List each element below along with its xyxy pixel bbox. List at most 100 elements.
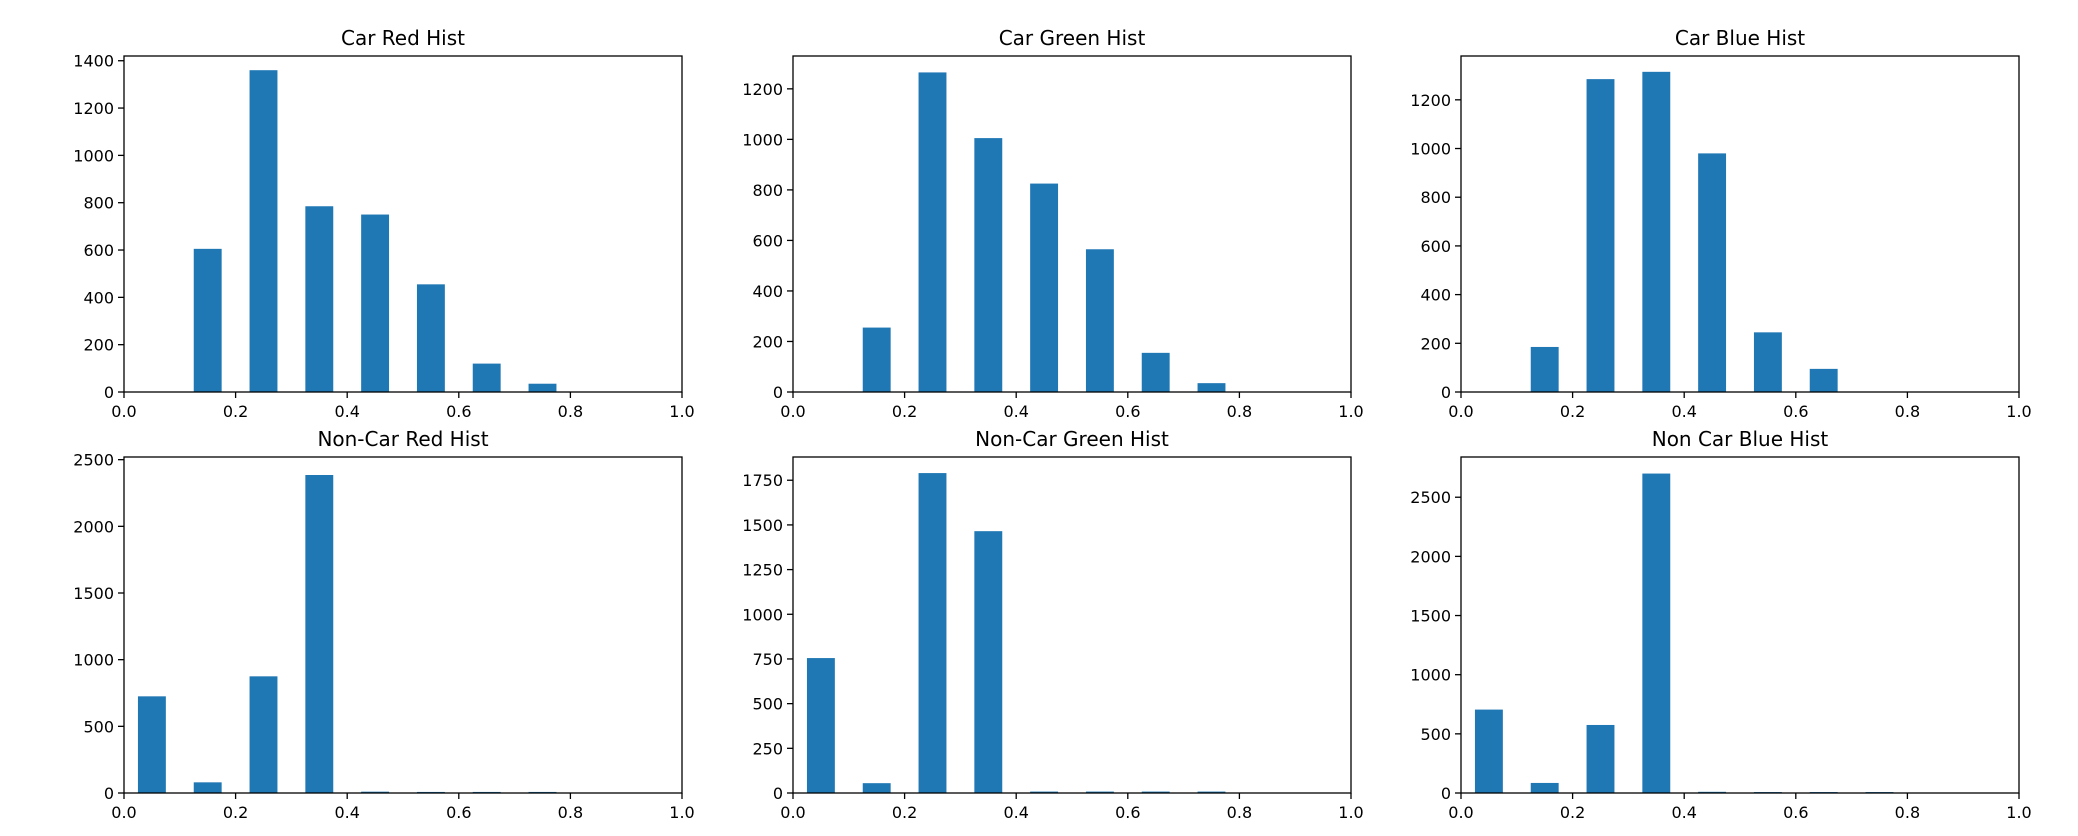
- x-tick-label: 0.2: [892, 402, 917, 421]
- subplot-1: 0.0 0.2 0.4 0.6 0.8 1.0 0 200 400 600 800 1000 1200 1…: [73, 26, 694, 421]
- histogram-bar: [1642, 473, 1671, 793]
- histogram-bar: [862, 783, 891, 793]
- histogram-bar: [1753, 332, 1782, 392]
- axes-frame: [123, 456, 683, 794]
- y-tick-label: 0: [773, 383, 783, 402]
- histogram-bar: [862, 327, 891, 392]
- histogram-bar: [1809, 368, 1838, 392]
- x-tick-label: 0.6: [446, 402, 471, 421]
- y-tick-label: 800: [83, 194, 114, 213]
- x-tick-label: 0.2: [1560, 803, 1585, 822]
- y-tick-label: 250: [752, 739, 783, 758]
- subplot-title: Non-Car Red Hist: [317, 427, 488, 451]
- y-tick-label: 800: [752, 181, 783, 200]
- histogram-bar: [974, 138, 1003, 392]
- y-tick-label: 1000: [742, 605, 783, 624]
- y-tick-label: 500: [83, 717, 114, 736]
- y-tick-label: 600: [752, 231, 783, 250]
- x-tick-label: 0.4: [1671, 803, 1696, 822]
- x-tick-label: 0.2: [223, 402, 248, 421]
- y-tick-label: 2500: [73, 451, 114, 470]
- subplot-title: Non-Car Green Hist: [975, 427, 1169, 451]
- x-tick-label: 1.0: [2006, 803, 2031, 822]
- subplot-title: Car Red Hist: [341, 26, 465, 50]
- histogram-bar: [416, 284, 445, 392]
- x-tick-label: 1.0: [669, 402, 694, 421]
- x-tick-label: 0.8: [558, 402, 583, 421]
- x-tick-label: 1.0: [1338, 803, 1363, 822]
- x-tick-label: 0.6: [1115, 803, 1140, 822]
- y-tick-label: 800: [1420, 188, 1451, 207]
- x-tick-label: 0.2: [223, 803, 248, 822]
- histogram-bar: [1197, 791, 1226, 793]
- x-tick-label: 0.8: [1895, 402, 1920, 421]
- x-tick-label: 0.0: [1448, 402, 1473, 421]
- x-tick-label: 0.6: [1783, 402, 1808, 421]
- y-tick-label: 500: [1420, 725, 1451, 744]
- y-tick-label: 400: [1420, 286, 1451, 305]
- histogram-bar: [305, 206, 334, 392]
- y-tick-label: 600: [1420, 237, 1451, 256]
- histogram-bar: [1030, 791, 1059, 793]
- x-tick-label: 0.0: [111, 803, 136, 822]
- y-tick-label: 1200: [73, 99, 114, 118]
- histogram-bar: [193, 248, 222, 392]
- histogram-bar: [1530, 782, 1559, 793]
- y-tick-label: 1500: [73, 584, 114, 603]
- subplot-3: 0.0 0.2 0.4 0.6 0.8 1.0 0 200 400 600 800 1000 1200 C…: [1410, 26, 2031, 421]
- subplot-6: 0.0 0.2 0.4 0.6 0.8 1.0 0 500 1000 1500 2000 2500 No…: [1410, 427, 2031, 822]
- histogram-bar: [1030, 183, 1059, 392]
- x-tick-label: 0.0: [780, 402, 805, 421]
- y-tick-label: 1000: [1410, 666, 1451, 685]
- axes-frame: [123, 55, 683, 393]
- y-tick-label: 600: [83, 241, 114, 260]
- histogram-bar: [361, 791, 390, 793]
- x-tick-label: 1.0: [1338, 402, 1363, 421]
- x-tick-label: 0.4: [1671, 402, 1696, 421]
- x-tick-label: 0.6: [446, 803, 471, 822]
- histogram-bar: [472, 363, 501, 392]
- y-tick-label: 1000: [742, 130, 783, 149]
- x-tick-label: 0.8: [1227, 402, 1252, 421]
- histogram-bar: [1530, 346, 1559, 392]
- x-tick-label: 0.2: [1560, 402, 1585, 421]
- histogram-bar: [1698, 153, 1727, 392]
- histogram-bar: [1085, 791, 1114, 793]
- x-tick-label: 0.4: [1003, 803, 1028, 822]
- x-tick-label: 1.0: [669, 803, 694, 822]
- histogram-bar: [918, 72, 947, 392]
- subplot-title: Car Blue Hist: [1675, 26, 1805, 50]
- axes-frame: [792, 456, 1352, 794]
- histogram-bar: [974, 531, 1003, 793]
- histogram-bar: [1586, 79, 1615, 392]
- x-tick-label: 0.6: [1115, 402, 1140, 421]
- y-tick-label: 200: [83, 336, 114, 355]
- y-tick-label: 0: [104, 383, 114, 402]
- y-tick-label: 1000: [73, 651, 114, 670]
- y-tick-label: 2000: [73, 517, 114, 536]
- histogram-bar: [249, 676, 278, 793]
- axes-frame: [1460, 456, 2020, 794]
- y-tick-label: 400: [752, 282, 783, 301]
- histogram-bar: [137, 696, 166, 793]
- histogram-bar: [361, 214, 390, 392]
- subplot-5: 0.0 0.2 0.4 0.6 0.8 1.0 0 250 500 750 1000 1250 1500…: [742, 427, 1363, 822]
- y-tick-label: 1200: [742, 80, 783, 99]
- histogram-bar: [918, 473, 947, 793]
- y-tick-label: 1500: [742, 516, 783, 535]
- axes-frame: [1460, 55, 2020, 393]
- x-tick-label: 0.2: [892, 803, 917, 822]
- subplot-4: 0.0 0.2 0.4 0.6 0.8 1.0 0 500 1000 1500 2000 2500 No…: [73, 427, 694, 822]
- subplot-2: 0.0 0.2 0.4 0.6 0.8 1.0 0 200 400 600 800 1000 1200 C…: [742, 26, 1363, 421]
- histogram-bar: [1474, 709, 1503, 793]
- y-tick-label: 2500: [1410, 488, 1451, 507]
- histogram-bar: [806, 658, 835, 793]
- histogram-bar: [249, 70, 278, 393]
- y-tick-label: 1250: [742, 561, 783, 580]
- histogram-bar: [528, 383, 557, 392]
- histogram-bar: [305, 475, 334, 793]
- x-tick-label: 0.8: [1227, 803, 1252, 822]
- subplot-title: Car Green Hist: [999, 26, 1146, 50]
- y-tick-label: 500: [752, 695, 783, 714]
